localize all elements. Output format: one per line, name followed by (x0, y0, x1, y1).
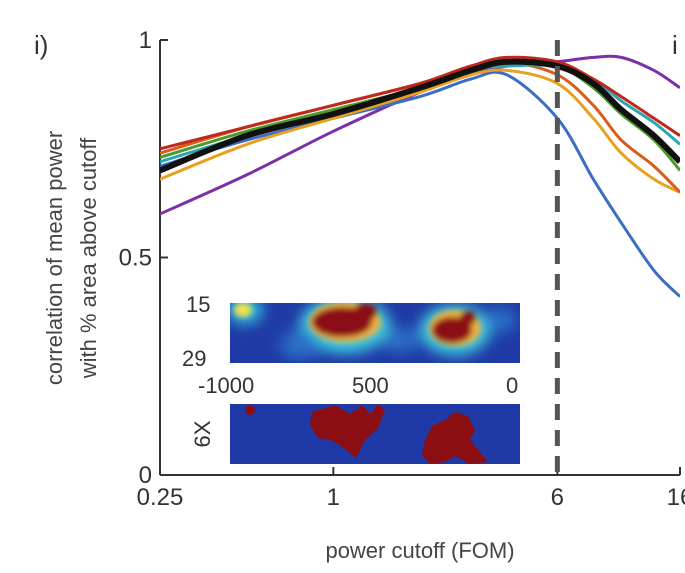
inset-xtick-1: -1000 (198, 373, 254, 398)
inset-mask-label: 6X (190, 420, 215, 447)
axis-ticks: 0.25161600.51 (119, 27, 685, 511)
series-group (160, 54, 680, 298)
x-axis-label: power cutoff (FOM) (325, 538, 514, 563)
series-line-8 (160, 58, 680, 174)
series-line-7 (160, 55, 680, 151)
x-tick-label: 0.25 (137, 484, 184, 511)
x-tick-label: 16 (667, 484, 685, 511)
y-tick-label: 1 (139, 27, 152, 54)
inset-mask (230, 404, 520, 464)
inset-xtick-2: 500 (352, 373, 389, 398)
x-tick-label: 1 (327, 484, 340, 511)
inset-ytick-top: 15 (186, 292, 210, 317)
y-tick-label: 0.5 (119, 245, 152, 272)
y-axis-label-line1: correlation of mean power (42, 131, 67, 385)
y-tick-label: 0 (139, 462, 152, 489)
inset-heatmap (230, 303, 520, 363)
x-tick-label: 6 (551, 484, 564, 511)
y-axis-label-line2: with % area above cutoff (76, 137, 101, 379)
panel-label-right: i (672, 30, 678, 60)
series-line-2 (160, 70, 680, 298)
panel-label-left: i) (34, 30, 48, 60)
inset-ytick-bottom: 29 (182, 346, 206, 371)
series-line-3 (160, 68, 680, 194)
inset-xtick-3: 0 (506, 373, 518, 398)
